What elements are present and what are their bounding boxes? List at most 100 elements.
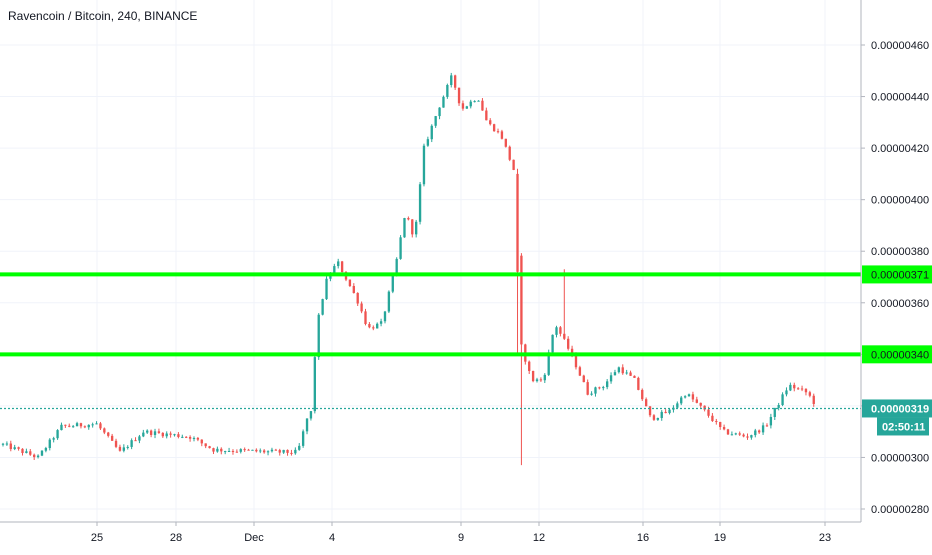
candle [808, 390, 812, 398]
candles [1, 72, 815, 466]
candle-body [785, 390, 788, 395]
candle [282, 449, 285, 454]
candle [660, 410, 663, 421]
candle-body [426, 139, 430, 146]
candle-body [442, 96, 445, 108]
candle [652, 414, 656, 421]
candle [21, 448, 24, 456]
candle-body [450, 75, 453, 85]
candle-body [543, 374, 546, 381]
level-price-tag [862, 345, 932, 364]
x-tick-label: 9 [458, 532, 464, 544]
candle [372, 325, 375, 331]
candle-body [142, 432, 145, 437]
candle-body [567, 338, 570, 349]
candle-body [613, 372, 617, 376]
x-tick-label: 28 [170, 532, 182, 544]
candle [473, 100, 476, 103]
candle [469, 99, 472, 109]
candle-body [644, 399, 648, 407]
x-tick-label: 23 [819, 532, 831, 544]
candle-body [473, 101, 476, 103]
candle-body [44, 448, 48, 451]
candle-body [683, 396, 687, 398]
y-tick-label: 0.00000300 [871, 452, 929, 464]
candle [617, 366, 621, 374]
candle [266, 450, 270, 456]
candle [68, 423, 71, 428]
y-tick-label: 0.00000420 [871, 143, 929, 155]
candle-body [547, 352, 550, 375]
candle [415, 219, 418, 238]
candle [71, 424, 75, 428]
candle-body [800, 388, 804, 390]
candle-body [259, 450, 262, 452]
candle [9, 440, 12, 452]
candle-body [707, 409, 710, 416]
candle [321, 298, 324, 316]
candle [220, 447, 223, 455]
candle [165, 431, 168, 439]
candle-body [668, 409, 671, 414]
candle [227, 447, 231, 452]
candle [192, 436, 196, 442]
candle-body [103, 428, 106, 433]
candle [188, 435, 192, 442]
candle-body [742, 434, 745, 437]
candle-body [239, 449, 242, 452]
candle [438, 107, 441, 120]
candle-body [29, 451, 32, 455]
candle-body [477, 100, 480, 102]
candle-body [52, 438, 55, 440]
candle-body [722, 427, 726, 430]
candle-body [793, 384, 796, 389]
candle [87, 424, 90, 430]
candle-body [438, 107, 441, 117]
candle-body [270, 449, 274, 452]
candle [376, 322, 379, 329]
candle [531, 370, 535, 383]
candle [161, 432, 164, 438]
candle-body [9, 443, 12, 450]
candle [613, 369, 617, 376]
candle-body [539, 379, 543, 381]
candle-body [122, 447, 126, 451]
candle-body [208, 446, 211, 449]
candle [676, 401, 679, 409]
candle [793, 382, 796, 392]
candle-body [629, 372, 632, 376]
candle-body [200, 439, 203, 444]
candle-body [352, 286, 355, 293]
candle [239, 448, 242, 454]
candle [95, 421, 98, 425]
candle [44, 446, 48, 453]
candle-body [664, 411, 667, 414]
candle [407, 216, 410, 221]
candle-body [590, 393, 593, 395]
candle-body [726, 429, 730, 435]
candle [535, 377, 539, 383]
x-tick-label: 19 [714, 532, 726, 544]
candle-body [290, 452, 293, 454]
candle [25, 448, 28, 454]
candle [379, 318, 383, 327]
candle [110, 433, 114, 441]
candle-body [364, 311, 367, 325]
candle-body [114, 440, 118, 447]
candle [352, 283, 355, 294]
candle-body [434, 116, 437, 126]
candle-body [508, 146, 511, 160]
candle-body [40, 450, 44, 456]
candle [442, 95, 445, 108]
candle [668, 408, 671, 415]
candle-body [196, 437, 200, 440]
candle [726, 428, 730, 435]
candle-body [750, 435, 753, 438]
candle [153, 428, 157, 439]
candle [699, 402, 702, 408]
candle [605, 379, 609, 390]
gridlines [0, 0, 861, 522]
candle [56, 429, 59, 440]
